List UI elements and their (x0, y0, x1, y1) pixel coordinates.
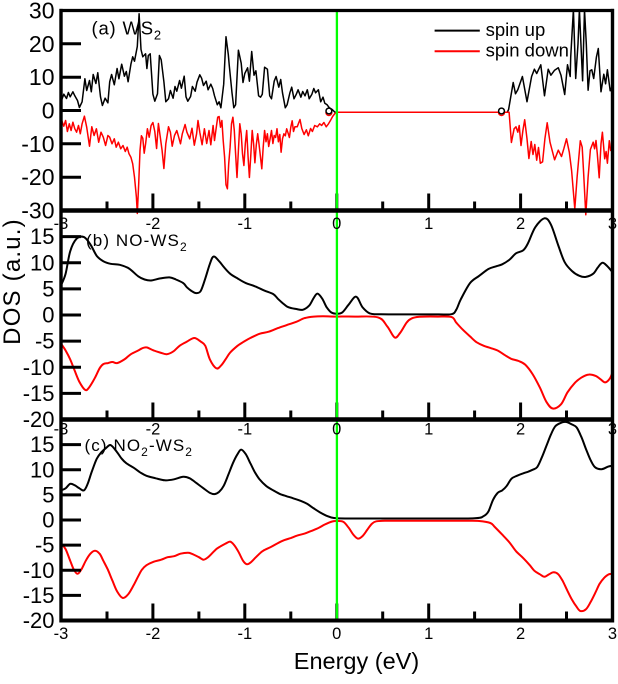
svg-text:0: 0 (42, 303, 54, 328)
svg-text:-3: -3 (54, 625, 69, 643)
svg-text:-20: -20 (23, 608, 55, 633)
svg-text:-2: -2 (146, 215, 161, 233)
svg-text:15: 15 (30, 432, 54, 457)
svg-text:Energy (eV): Energy (eV) (294, 648, 419, 674)
svg-text:-1: -1 (237, 215, 252, 233)
svg-text:2: 2 (516, 215, 525, 233)
svg-text:(a) WS2: (a) WS2 (92, 18, 162, 43)
svg-text:15: 15 (30, 224, 54, 249)
svg-text:-1: -1 (237, 625, 252, 643)
svg-text:1: 1 (424, 215, 433, 233)
svg-text:spin down: spin down (486, 39, 569, 60)
svg-text:0: 0 (332, 625, 341, 643)
svg-text:10: 10 (30, 250, 54, 275)
svg-text:5: 5 (42, 276, 54, 301)
svg-text:3: 3 (608, 215, 617, 233)
svg-text:-20: -20 (23, 407, 55, 432)
svg-text:-5: -5 (35, 329, 55, 354)
svg-text:DOS (a.u.): DOS (a.u.) (0, 218, 26, 345)
svg-text:-10: -10 (23, 355, 55, 380)
svg-text:1: 1 (424, 420, 433, 438)
svg-text:30: 30 (29, 0, 55, 24)
svg-text:-2: -2 (146, 625, 161, 643)
svg-text:-15: -15 (23, 381, 55, 406)
svg-text:-3: -3 (54, 420, 69, 438)
svg-text:3: 3 (608, 625, 617, 643)
svg-text:-5: -5 (35, 533, 55, 558)
svg-text:1: 1 (424, 625, 433, 643)
svg-text:-30: -30 (21, 198, 54, 224)
svg-text:-1: -1 (237, 420, 252, 438)
svg-text:10: 10 (30, 457, 54, 482)
svg-text:2: 2 (516, 420, 525, 438)
svg-text:spin up: spin up (486, 19, 546, 40)
svg-text:-3: -3 (54, 215, 69, 233)
svg-text:-15: -15 (23, 583, 55, 608)
svg-text:-10: -10 (21, 131, 54, 157)
svg-text:0: 0 (332, 420, 341, 438)
svg-text:-20: -20 (21, 164, 54, 190)
svg-text:0: 0 (42, 98, 55, 124)
svg-text:20: 20 (29, 31, 55, 57)
svg-text:-10: -10 (23, 558, 55, 583)
svg-text:(b) NO-WS2: (b) NO-WS2 (86, 231, 188, 254)
svg-text:-2: -2 (146, 420, 161, 438)
svg-text:3: 3 (608, 420, 617, 438)
svg-text:0: 0 (332, 215, 341, 233)
svg-text:0: 0 (42, 508, 54, 533)
svg-text:5: 5 (42, 482, 54, 507)
svg-text:10: 10 (29, 64, 55, 90)
svg-text:2: 2 (516, 625, 525, 643)
svg-text:(c) NO2-WS2: (c) NO2-WS2 (85, 436, 194, 459)
